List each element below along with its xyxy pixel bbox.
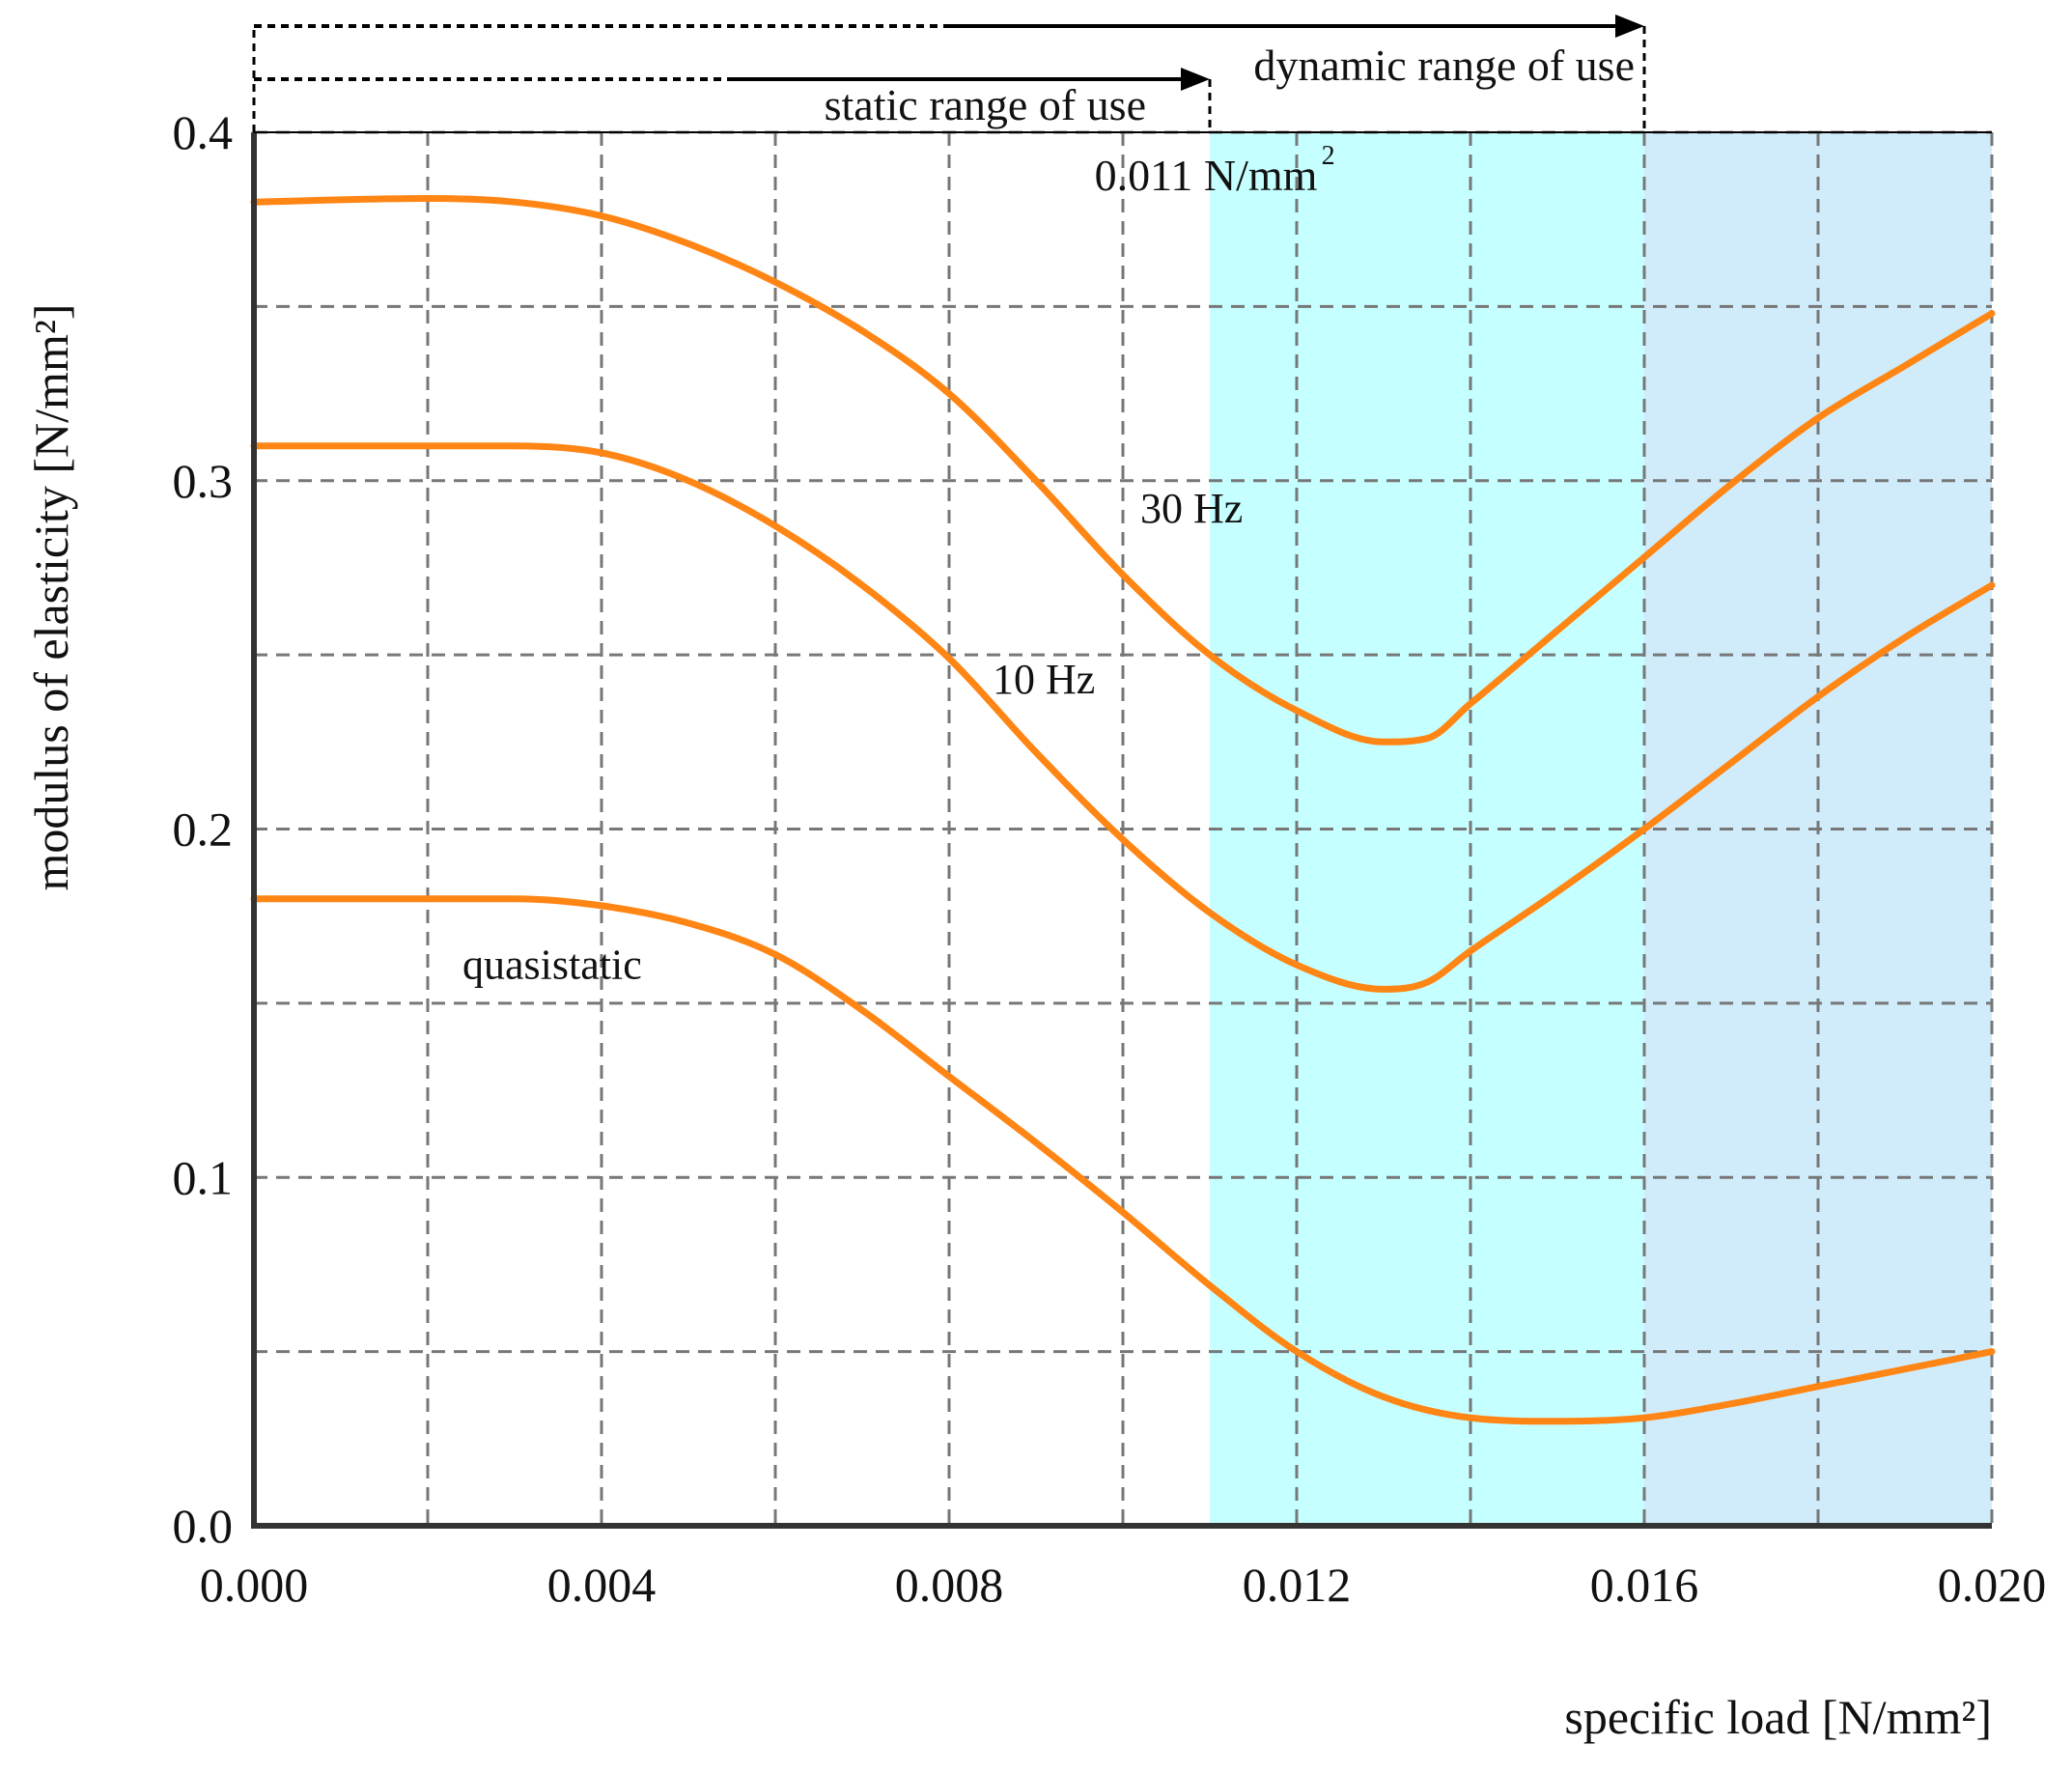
series-label-10-hz: 10 Hz: [993, 656, 1095, 703]
series-label-30-hz: 30 Hz: [1140, 485, 1243, 532]
x-axis-title: specific load [N/mm²]: [1564, 1690, 1992, 1744]
static-range-arrowhead: [1181, 68, 1210, 91]
axes: [251, 131, 1992, 1529]
dynamic-range-label: dynamic range of use: [1253, 41, 1635, 90]
x-tick-label-5: 0.020: [1938, 1558, 2047, 1612]
curve-30-hz: [250, 195, 1996, 746]
series-label-quasistatic: quasistatic: [462, 942, 642, 989]
x-tick-label-4: 0.016: [1590, 1558, 1699, 1612]
x-tick-label-1: 0.004: [547, 1558, 657, 1612]
x-tick-label-0: 0.000: [200, 1558, 309, 1612]
y-axis-title: modulus of elasticity [N/mm²]: [24, 304, 78, 891]
series-labels: 30 Hz 10 Hz quasistatic: [462, 485, 1243, 989]
threshold-label: 0.011 N/mm: [1095, 151, 1318, 200]
series-curves: [250, 195, 1996, 1425]
dynamic-range-arrowhead: [1615, 14, 1644, 38]
static-range-zone: [1210, 132, 1644, 1526]
curve-quasistatic: [250, 895, 1996, 1425]
x-tick-label-2: 0.008: [895, 1558, 1004, 1612]
y-tick-label-0: 0.0: [173, 1499, 234, 1553]
tick-labels: 0.000 0.004 0.008 0.012 0.016 0.020 0.0 0.1 0.2 0…: [173, 105, 2047, 1612]
y-tick-label-2: 0.2: [173, 802, 234, 857]
curve-10-hz: [250, 442, 1996, 993]
x-tick-label-3: 0.012: [1243, 1558, 1352, 1612]
y-tick-label-3: 0.3: [173, 454, 234, 508]
y-tick-label-1: 0.1: [173, 1150, 234, 1204]
threshold-superscript: 2: [1322, 141, 1335, 171]
y-tick-label-4: 0.4: [173, 105, 234, 159]
range-annotations: dynamic range of use static range of use 0…: [252, 14, 1646, 200]
static-range-label: static range of use: [825, 80, 1146, 129]
